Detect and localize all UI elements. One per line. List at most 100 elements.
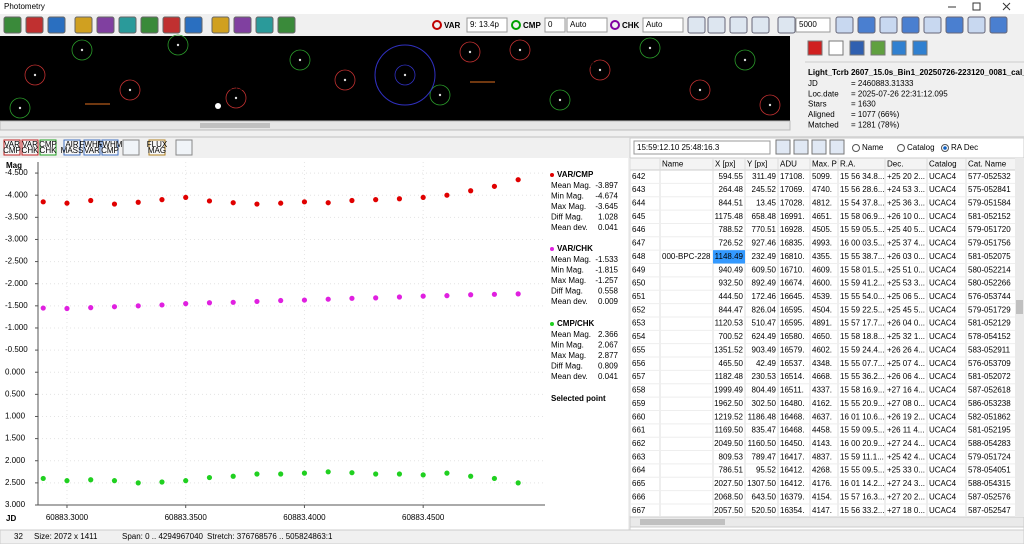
table-cell: 15 55 09.5... (840, 466, 884, 475)
toolbar-button[interactable] (162, 16, 181, 34)
table-hscroll[interactable] (629, 516, 1024, 528)
table-cell: 580-052214 (968, 265, 1011, 274)
toolbar-button[interactable] (989, 16, 1008, 34)
toolbar-button[interactable] (923, 16, 942, 34)
toolbar-button[interactable] (211, 16, 230, 34)
table-tool-button[interactable] (829, 139, 845, 155)
table-tool-button[interactable] (793, 139, 809, 155)
table-cell: 465.50 (719, 359, 744, 368)
window-controls[interactable] (948, 2, 1011, 11)
chart-tool-button[interactable] (21, 139, 39, 156)
chart-tool-button[interactable] (101, 139, 119, 156)
chart-tool-button[interactable] (83, 139, 101, 156)
toolbar-button[interactable] (47, 16, 66, 34)
row-number: 667 (632, 506, 646, 515)
info-tool-button[interactable] (891, 40, 907, 56)
cmp-mode[interactable] (566, 17, 608, 33)
var-select[interactable] (466, 17, 508, 33)
info-tool-button[interactable] (807, 40, 823, 56)
data-point (159, 302, 165, 308)
close[interactable] (1002, 2, 1011, 11)
table-hscroll-thumb[interactable] (640, 519, 725, 525)
x-tick-label: 60883.4500 (402, 513, 445, 522)
toolbar-button[interactable] (25, 16, 44, 34)
chart-tool-button[interactable] (122, 139, 140, 156)
toolbar-button[interactable] (96, 16, 115, 34)
table-tool-button[interactable] (775, 139, 791, 155)
table-cell: UCAC4 (929, 292, 957, 301)
table-cell: UCAC4 (929, 212, 957, 221)
toolbar-button[interactable] (945, 16, 964, 34)
toolbar-button[interactable] (255, 16, 274, 34)
toolbar-button[interactable] (74, 16, 93, 34)
data-point (420, 293, 426, 299)
toolbar-button[interactable] (707, 16, 726, 34)
chk-mode[interactable] (642, 17, 684, 33)
data-point (373, 197, 379, 203)
maximize[interactable] (972, 2, 981, 11)
toolbar-button[interactable] (777, 16, 796, 34)
table-cell: 770.51 (752, 225, 777, 234)
chart-tool-button[interactable] (3, 139, 21, 156)
toolbar-button[interactable] (140, 16, 159, 34)
star-marker (639, 37, 661, 59)
radio-button[interactable] (897, 144, 905, 152)
info-tool-button[interactable] (849, 40, 865, 56)
splitter[interactable] (0, 136, 1024, 138)
table-vscroll[interactable] (1015, 158, 1024, 517)
toolbar-button[interactable] (118, 16, 137, 34)
data-point (135, 199, 141, 205)
table-cell: 1175.48 (715, 212, 744, 221)
image-scrollbar[interactable] (0, 120, 791, 131)
row-number: 649 (632, 265, 646, 274)
table-cell: 16835. (780, 239, 804, 248)
legend-marker (550, 173, 554, 177)
toolbar-button[interactable] (835, 16, 854, 34)
cmp-select[interactable] (544, 17, 566, 33)
row-number: 655 (632, 345, 646, 354)
toolbar-button[interactable] (3, 16, 22, 34)
toolbar-button[interactable] (277, 16, 296, 34)
toolbar-button[interactable] (857, 16, 876, 34)
table-cell: +25 45 5... (887, 305, 925, 314)
table-cell: 2057.50 (714, 506, 743, 515)
chart-tool-text: AIR (65, 140, 79, 149)
info-tool-button[interactable] (828, 40, 844, 56)
radio-button[interactable] (852, 144, 860, 152)
chart-tool-button[interactable] (63, 139, 81, 156)
table-tool-button[interactable] (811, 139, 827, 155)
table-cell: 581-052129 (968, 319, 1011, 328)
filter-box[interactable] (633, 140, 771, 155)
scroll-thumb[interactable] (200, 123, 270, 128)
toolbar-button[interactable] (751, 16, 770, 34)
chart-tool-button[interactable] (39, 139, 57, 156)
column-header: Catalog (929, 160, 957, 169)
table-cell: 581-052152 (968, 212, 1011, 221)
table-cell: 588-054315 (968, 479, 1011, 488)
table-cell: 578-054152 (968, 332, 1011, 341)
table-cell: UCAC4 (929, 239, 957, 248)
toolbar-button[interactable] (967, 16, 986, 34)
toolbar-button[interactable] (233, 16, 252, 34)
table-vscroll-thumb[interactable] (1016, 300, 1023, 314)
stat-value: 2.067 (598, 341, 619, 350)
data-point (230, 299, 236, 305)
data-point (206, 300, 213, 306)
toolbar-button[interactable] (687, 16, 706, 34)
info-tool-button[interactable] (912, 40, 928, 56)
chart-tool-button[interactable] (148, 139, 166, 156)
toolbar-button[interactable] (901, 16, 920, 34)
toolbar-button[interactable] (729, 16, 748, 34)
table-cell: 16 01 14.2... (840, 479, 884, 488)
table-cell: 700.52 (719, 332, 744, 341)
window-title: Photometry (4, 2, 45, 11)
zoom-box[interactable] (795, 17, 831, 33)
toolbar-button[interactable] (184, 16, 203, 34)
table-cell: 16580. (780, 332, 804, 341)
chk-mode-text: Auto (646, 20, 663, 29)
chart-tool-button[interactable] (175, 139, 193, 156)
table-cell: 579-051724 (968, 452, 1011, 461)
table-cell: 587-052618 (968, 386, 1011, 395)
toolbar-button[interactable] (879, 16, 898, 34)
info-tool-button[interactable] (870, 40, 886, 56)
